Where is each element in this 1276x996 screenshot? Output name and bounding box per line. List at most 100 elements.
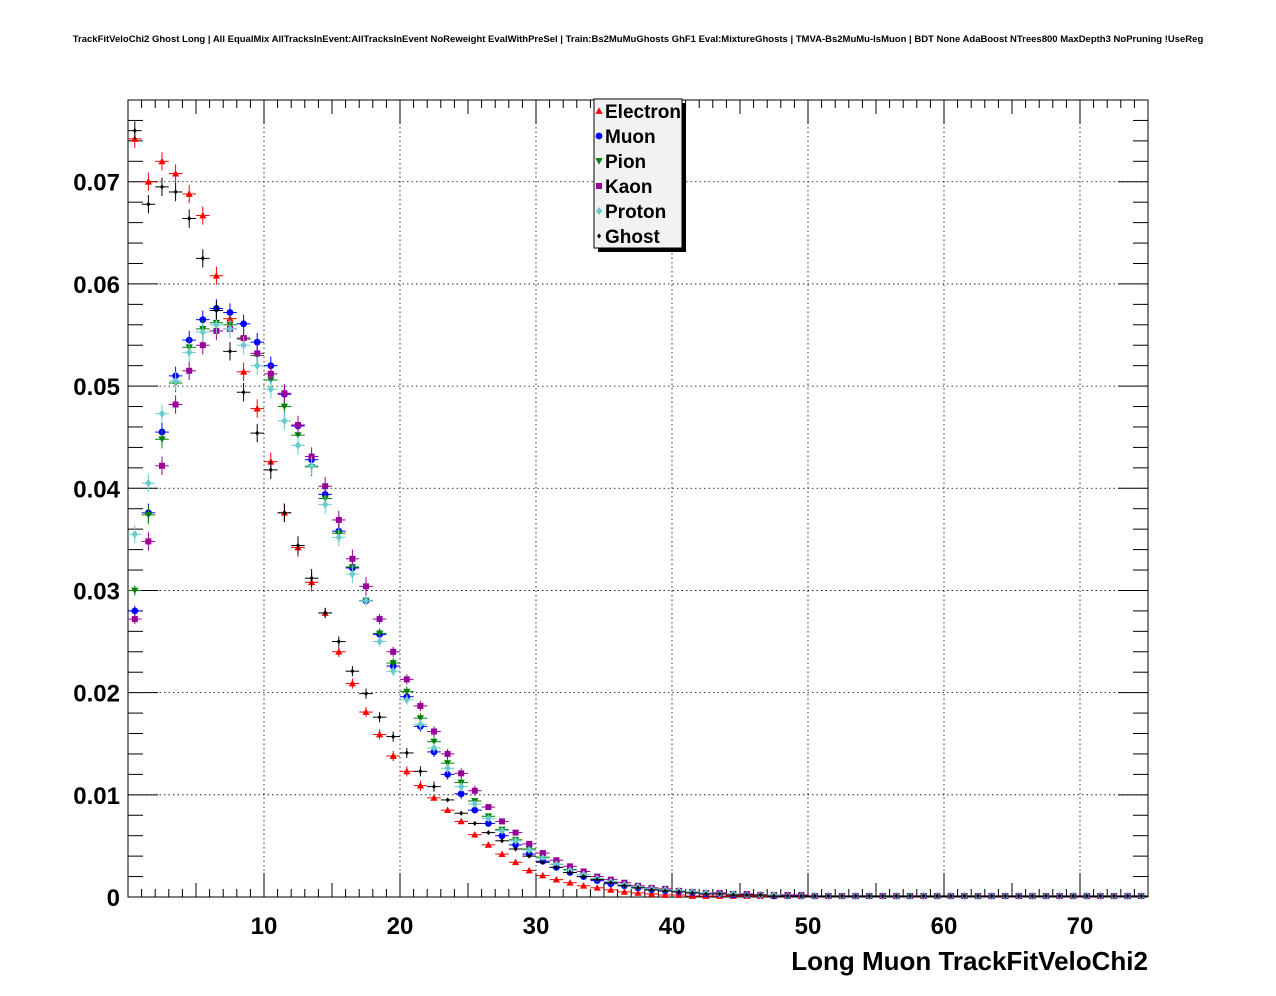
data-point [512,829,519,836]
data-point [131,607,139,615]
data-point [526,845,533,854]
data-point [1030,893,1035,899]
y-tick-label: 0.02 [73,681,120,708]
data-point [199,342,206,349]
data-point [254,361,261,370]
data-point [199,211,207,219]
data-point [1125,893,1130,899]
data-point [363,583,369,590]
legend-entry-pion: Pion [595,152,646,173]
data-point [390,648,397,655]
legend-label: Kaon [605,177,653,198]
data-point [213,320,220,329]
data-point [498,826,506,835]
legend-label: Muon [605,127,656,148]
data-point [376,637,383,646]
data-point [185,190,193,197]
data-point [690,890,695,896]
data-point [593,884,601,891]
data-point [267,385,274,394]
data-point [663,888,668,894]
data-point [336,638,341,645]
chart-title: TrackFitVeloChi2 Ghost Long | All EqualM… [73,34,1204,45]
data-point [145,538,152,545]
data-point [322,483,329,490]
data-point [173,189,178,195]
data-point [458,770,465,777]
data-point [362,596,370,605]
data-point [1057,893,1062,899]
data-point [1044,893,1048,899]
y-tick-label: 0.01 [73,783,120,810]
data-point [364,691,368,697]
legend-label: Pion [605,152,646,173]
data-point [240,368,248,375]
x-tick-label: 60 [931,913,958,940]
data-point [348,679,356,687]
legend-box [593,98,683,249]
data-point [199,327,206,336]
data-point [391,733,396,740]
data-point [158,436,166,443]
data-point [254,350,261,357]
legend-entry-electron: Electron [595,102,681,123]
data-point [634,889,642,896]
legend-entry-ghost: Ghost [597,227,661,248]
data-point [430,738,438,746]
data-point [350,668,355,674]
data-point [539,854,546,863]
data-point [484,841,492,848]
data-point [417,702,424,709]
data-point [240,341,247,350]
data-point [403,676,410,683]
data-point [867,893,872,899]
data-point [241,389,246,395]
data-point [513,846,518,852]
data-point [240,320,248,328]
data-point [540,859,545,865]
legend-entry-kaon: Kaon [596,177,653,198]
data-point [323,610,328,616]
x-tick-labels: 10 20 30 40 50 60 70 [251,913,1094,940]
data-point [472,820,477,827]
data-point [430,794,438,801]
series-ghost [128,121,1148,899]
data-point [444,770,451,778]
data-point [758,892,763,898]
data-point [267,370,274,377]
data-point [921,893,926,899]
data-point [620,888,628,895]
data-point [335,516,342,523]
data-point [214,307,219,314]
data-point [418,768,423,774]
data-point [212,272,220,279]
data-point [349,570,356,579]
data-point [376,730,384,738]
data-point [894,893,899,899]
legend-entries: Electron Muon Pion Kaon Proton Ghost [595,102,681,248]
data-point [527,853,532,859]
data-point [186,348,193,357]
data-point [1112,893,1116,899]
data-point [430,743,438,752]
data-point [131,530,138,539]
data-point [362,708,370,715]
data-point [568,869,572,876]
data-point [281,416,288,425]
data-point [648,890,656,897]
legend-marker [595,132,603,140]
data-point [554,864,559,870]
data-points [128,121,1148,900]
data-point [322,500,329,509]
data-point [1084,893,1089,899]
x-tick-label: 30 [523,913,550,940]
data-point [525,866,533,874]
data-point [799,893,804,899]
data-point [539,850,546,857]
data-point [335,533,342,542]
data-point [608,880,613,886]
legend-label: Ghost [605,227,661,248]
data-point [880,893,885,899]
legend-label: Proton [605,202,666,223]
